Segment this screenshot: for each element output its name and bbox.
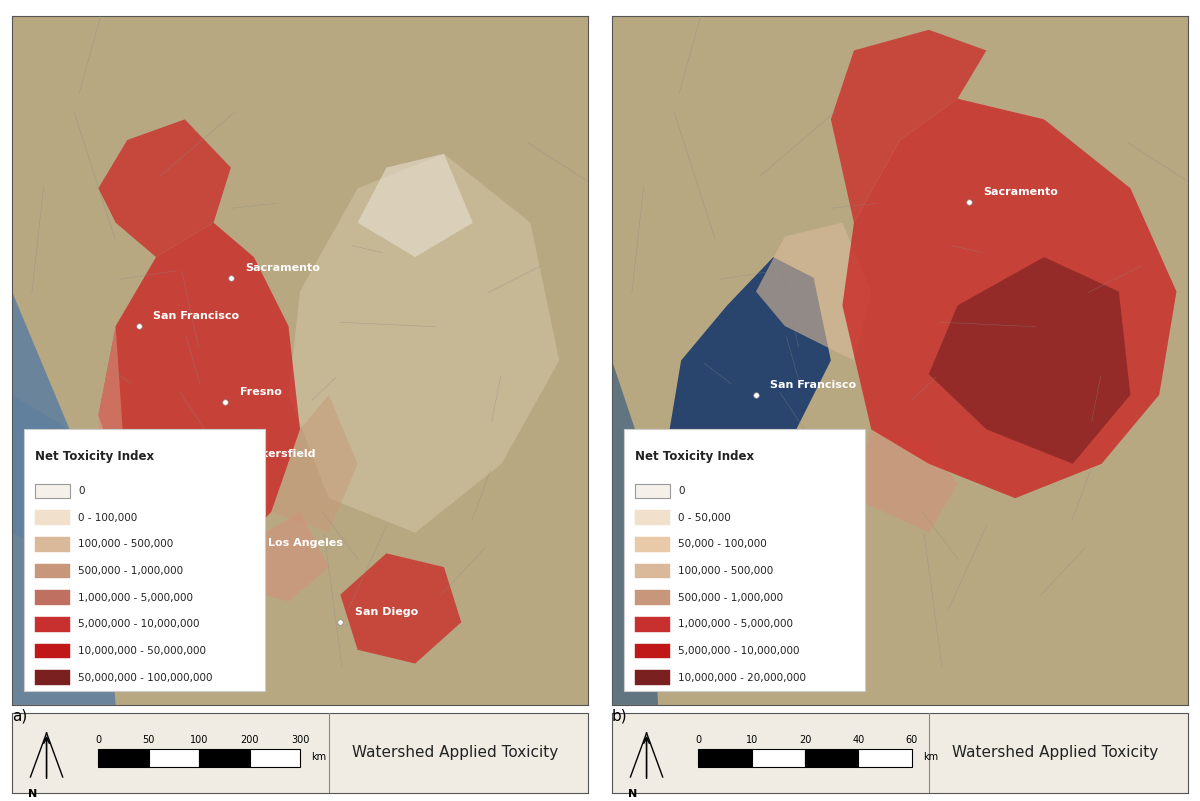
Text: Bakersfield: Bakersfield (245, 449, 316, 459)
Text: 500,000 - 1,000,000: 500,000 - 1,000,000 (78, 566, 184, 576)
Text: 5,000,000 - 10,000,000: 5,000,000 - 10,000,000 (78, 619, 199, 630)
Text: 300: 300 (290, 735, 310, 745)
Polygon shape (12, 395, 82, 567)
Polygon shape (854, 429, 958, 533)
Text: San Francisco: San Francisco (770, 380, 857, 390)
Text: 100: 100 (190, 735, 209, 745)
Text: 1,000,000 - 5,000,000: 1,000,000 - 5,000,000 (78, 593, 193, 602)
Text: 0 - 50,000: 0 - 50,000 (678, 513, 731, 522)
Bar (199, 749, 250, 767)
Text: 0: 0 (678, 486, 685, 496)
FancyBboxPatch shape (35, 590, 70, 605)
Text: b): b) (612, 709, 628, 724)
Text: 200: 200 (240, 735, 259, 745)
Polygon shape (341, 553, 461, 663)
Text: San Francisco: San Francisco (154, 311, 239, 321)
Polygon shape (12, 16, 115, 705)
Bar (858, 749, 912, 767)
Text: Watershed Applied Toxicity: Watershed Applied Toxicity (953, 746, 1159, 760)
FancyBboxPatch shape (24, 429, 265, 691)
FancyBboxPatch shape (635, 617, 670, 632)
Polygon shape (98, 119, 230, 257)
Text: 0: 0 (78, 486, 85, 496)
Polygon shape (670, 257, 830, 464)
Text: 40: 40 (852, 735, 864, 745)
Polygon shape (830, 30, 986, 223)
Text: Net Toxicity Index: Net Toxicity Index (35, 450, 154, 463)
FancyBboxPatch shape (635, 590, 670, 605)
Text: 1,000,000 - 5,000,000: 1,000,000 - 5,000,000 (678, 619, 793, 630)
Bar (250, 749, 300, 767)
Polygon shape (358, 154, 473, 257)
Text: 0: 0 (695, 735, 702, 745)
Text: 5,000,000 - 10,000,000: 5,000,000 - 10,000,000 (678, 646, 799, 656)
Polygon shape (842, 99, 1176, 498)
FancyBboxPatch shape (635, 537, 670, 552)
FancyBboxPatch shape (635, 670, 670, 685)
FancyBboxPatch shape (35, 644, 70, 658)
FancyBboxPatch shape (35, 564, 70, 578)
Text: 50: 50 (143, 735, 155, 745)
Text: San Diego: San Diego (355, 607, 418, 618)
Text: 500,000 - 1,000,000: 500,000 - 1,000,000 (678, 593, 784, 602)
Text: 10,000,000 - 50,000,000: 10,000,000 - 50,000,000 (78, 646, 206, 656)
Text: N: N (628, 789, 637, 799)
FancyBboxPatch shape (635, 484, 670, 498)
FancyBboxPatch shape (635, 644, 670, 658)
Text: Sacramento: Sacramento (984, 187, 1058, 197)
Text: 60: 60 (905, 735, 918, 745)
Polygon shape (98, 223, 300, 553)
Text: km: km (923, 752, 938, 762)
Polygon shape (756, 223, 871, 360)
Text: Los Angeles: Los Angeles (269, 538, 343, 549)
FancyBboxPatch shape (635, 510, 670, 525)
Text: km: km (312, 752, 326, 762)
Polygon shape (214, 512, 329, 602)
Polygon shape (288, 154, 559, 533)
Text: 50,000,000 - 100,000,000: 50,000,000 - 100,000,000 (78, 673, 212, 682)
Text: 100,000 - 500,000: 100,000 - 500,000 (678, 566, 774, 576)
Text: 10: 10 (745, 735, 758, 745)
Text: Fresno: Fresno (240, 387, 281, 396)
FancyBboxPatch shape (35, 537, 70, 552)
Polygon shape (929, 257, 1130, 464)
Bar (805, 749, 858, 767)
Text: 0: 0 (95, 735, 102, 745)
FancyBboxPatch shape (624, 429, 865, 691)
FancyBboxPatch shape (35, 510, 70, 525)
FancyBboxPatch shape (635, 564, 670, 578)
Bar (149, 749, 199, 767)
Text: Net Toxicity Index: Net Toxicity Index (635, 450, 754, 463)
FancyBboxPatch shape (35, 484, 70, 498)
Bar (698, 749, 751, 767)
Text: a): a) (12, 709, 28, 724)
Text: N: N (28, 789, 37, 799)
Text: Sacramento: Sacramento (245, 263, 320, 273)
Bar (98, 749, 149, 767)
Polygon shape (98, 326, 127, 498)
Text: Watershed Applied Toxicity: Watershed Applied Toxicity (353, 746, 559, 760)
Polygon shape (271, 395, 358, 533)
Text: 50,000 - 100,000: 50,000 - 100,000 (678, 539, 767, 549)
Bar (751, 749, 805, 767)
Text: 10,000,000 - 20,000,000: 10,000,000 - 20,000,000 (678, 673, 806, 682)
FancyBboxPatch shape (35, 670, 70, 685)
Text: 20: 20 (799, 735, 811, 745)
Polygon shape (612, 360, 658, 705)
Text: 0 - 100,000: 0 - 100,000 (78, 513, 138, 522)
Text: 100,000 - 500,000: 100,000 - 500,000 (78, 539, 174, 549)
FancyBboxPatch shape (35, 617, 70, 632)
